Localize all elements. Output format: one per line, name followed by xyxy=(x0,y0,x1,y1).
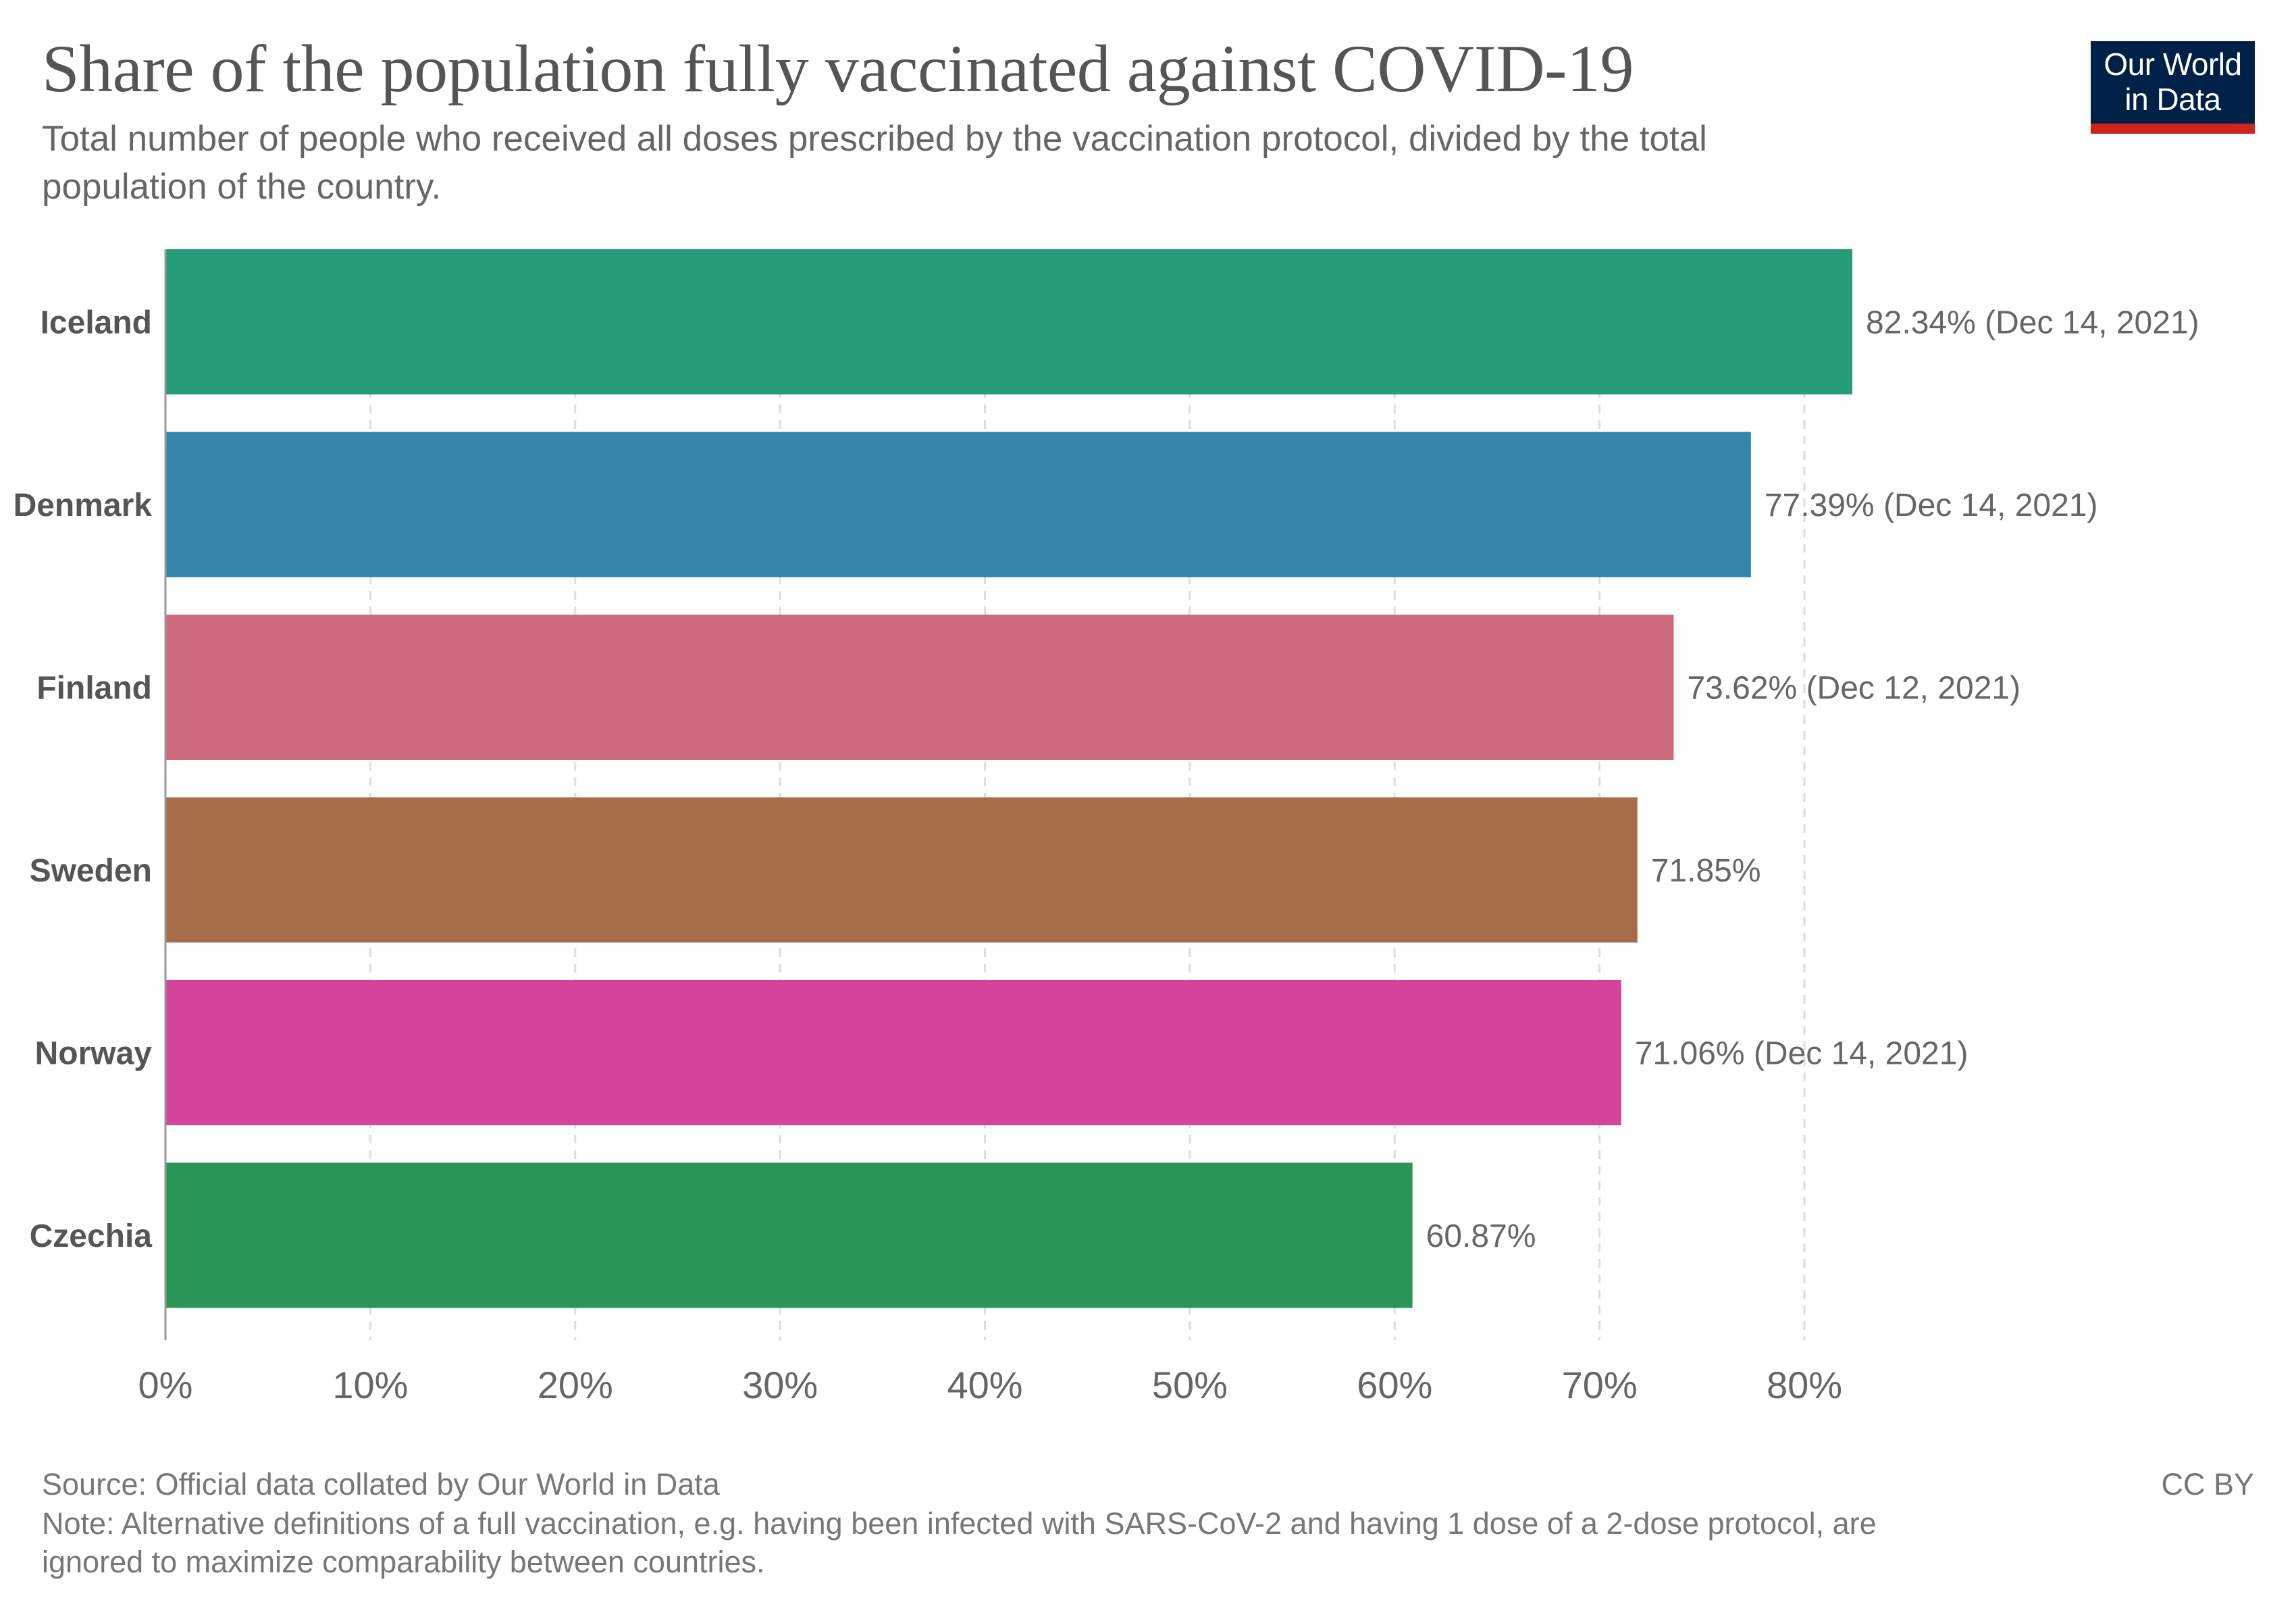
license-link[interactable]: CC BY xyxy=(2161,1467,2254,1501)
x-tick-label: 20% xyxy=(538,1364,613,1406)
gridlines xyxy=(369,249,1806,1340)
note-line-1: Note: Alternative definitions of a full … xyxy=(42,1506,1877,1541)
bars xyxy=(165,249,1852,1308)
x-tick-label: 50% xyxy=(1152,1364,1228,1406)
x-tick-label: 70% xyxy=(1562,1364,1638,1406)
logo-line-2: in Data xyxy=(2124,82,2221,117)
bar xyxy=(165,432,1751,577)
x-tick-label: 10% xyxy=(332,1364,408,1406)
note-line-2: ignored to maximize comparability betwee… xyxy=(42,1545,765,1579)
bar xyxy=(165,797,1638,943)
bar xyxy=(165,980,1621,1125)
value-label: 82.34% (Dec 14, 2021) xyxy=(1866,305,2199,341)
category-label: Finland xyxy=(36,671,152,706)
category-label: Iceland xyxy=(41,305,152,341)
value-label: 73.62% (Dec 12, 2021) xyxy=(1687,671,2020,706)
x-tick-label: 30% xyxy=(742,1364,818,1406)
value-label: 77.39% (Dec 14, 2021) xyxy=(1765,488,2098,523)
subtitle-line-1: Total number of people who received all … xyxy=(42,119,1707,159)
category-label: Sweden xyxy=(30,853,152,889)
owid-logo[interactable]: Our World in Data xyxy=(2091,41,2255,134)
category-labels: Iceland Denmark Finland Sweden Norway Czechia xyxy=(14,305,153,1255)
chart-title: Share of the population fully vaccinated… xyxy=(42,31,1634,106)
bar xyxy=(165,1162,1413,1308)
category-label: Norway xyxy=(35,1036,153,1072)
bar xyxy=(165,615,1674,760)
source-text: Source: Official data collated by Our Wo… xyxy=(42,1467,720,1501)
logo-line-1: Our World xyxy=(2104,47,2242,82)
value-label: 71.06% (Dec 14, 2021) xyxy=(1635,1036,1968,1072)
chart-subtitle: Total number of people who received all … xyxy=(42,115,1906,211)
x-tick-labels: 0% 10% 20% 30% 40% 50% 60% 70% 80% xyxy=(138,1364,1843,1406)
logo-accent-bar xyxy=(2091,124,2255,134)
bar xyxy=(165,249,1852,394)
x-tick-label: 80% xyxy=(1767,1364,1842,1406)
x-tick-label: 0% xyxy=(138,1364,193,1406)
subtitle-line-2: population of the country. xyxy=(42,167,442,207)
x-tick-label: 60% xyxy=(1357,1364,1432,1406)
logo-text: Our World in Data xyxy=(2091,47,2255,117)
category-label: Denmark xyxy=(14,488,153,523)
x-tick-label: 40% xyxy=(947,1364,1022,1406)
value-label: 71.85% xyxy=(1651,853,1761,889)
value-label: 60.87% xyxy=(1426,1218,1536,1254)
category-label: Czechia xyxy=(30,1218,153,1254)
value-labels: 82.34% (Dec 14, 2021) 77.39% (Dec 14, 202… xyxy=(1426,305,2199,1255)
